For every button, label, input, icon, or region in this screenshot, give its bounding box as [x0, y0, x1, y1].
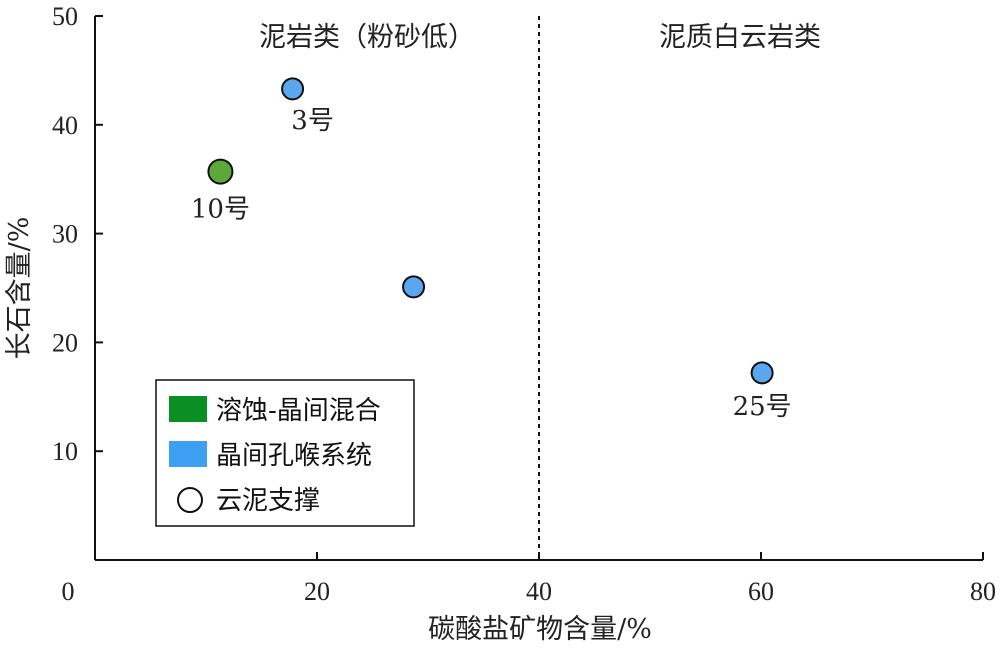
data-point [750, 361, 774, 385]
y-tick-label: 20 [52, 328, 78, 357]
region-label-mudstone: 泥岩类（粉砂低） [259, 22, 475, 53]
legend-label-dissolution-mixed: 溶蚀-晶间混合 [216, 396, 381, 426]
legend-swatch-dissolution-mixed [169, 396, 207, 422]
data-point [207, 158, 234, 185]
region-label-dolomite: 泥质白云岩类 [659, 22, 821, 53]
x-tick-label: 40 [526, 577, 552, 606]
legend: 溶蚀-晶间混合 晶间孔喉系统 云泥支撑 [155, 379, 415, 527]
x-tick-label: 60 [748, 577, 774, 606]
y-tick-label: 40 [52, 111, 78, 140]
x-tick-label: 20 [304, 577, 330, 606]
point-label: 10号 [191, 195, 250, 225]
y-tick-label: 30 [52, 220, 78, 249]
y-tick-label: 10 [52, 437, 78, 466]
legend-label-support: 云泥支撑 [216, 486, 320, 516]
y-axis-title: 长石含量/% [4, 217, 35, 360]
data-points: 3号 10号 25号 [191, 77, 792, 422]
y-tick-label: 50 [52, 2, 78, 31]
data-point [402, 275, 426, 299]
legend-label-intercrystal: 晶间孔喉系统 [216, 441, 372, 471]
x-tick-label: 80 [970, 577, 996, 606]
legend-swatch-intercrystal [169, 441, 207, 467]
legend-swatch-support [177, 487, 203, 513]
point-label: 25号 [733, 392, 792, 422]
data-point [281, 77, 305, 101]
ticks: 0 20 40 60 80 10 20 30 40 50 [52, 2, 996, 606]
x-axis-title: 碳酸盐矿物含量/% [428, 614, 652, 645]
point-label: 3号 [291, 106, 334, 136]
x-tick-label: 0 [62, 577, 75, 606]
